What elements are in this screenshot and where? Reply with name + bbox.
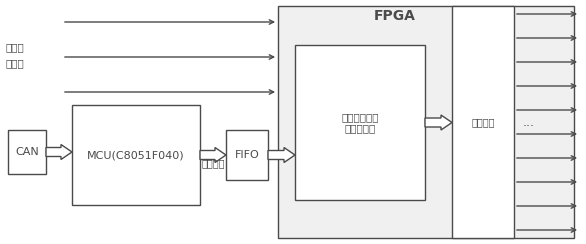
- Text: 序输入: 序输入: [6, 58, 25, 68]
- Text: 时序输出: 时序输出: [471, 117, 495, 127]
- Bar: [295, 45, 425, 200]
- Bar: [452, 6, 514, 238]
- Text: 系统命令: 系统命令: [201, 158, 225, 168]
- Text: 控制时: 控制时: [6, 42, 25, 52]
- Polygon shape: [268, 148, 295, 163]
- Polygon shape: [200, 148, 226, 163]
- Text: FIFO: FIFO: [234, 150, 260, 160]
- Text: MCU(C8051F040): MCU(C8051F040): [87, 150, 185, 160]
- Bar: [72, 105, 200, 205]
- Text: 读取状态，产
生控制时序: 读取状态，产 生控制时序: [341, 112, 379, 133]
- Polygon shape: [46, 144, 72, 160]
- Text: CAN: CAN: [15, 147, 39, 157]
- Bar: [8, 130, 46, 174]
- Text: FPGA: FPGA: [374, 9, 416, 23]
- Bar: [226, 130, 268, 180]
- Text: ...: ...: [523, 115, 535, 129]
- Bar: [278, 6, 574, 238]
- Polygon shape: [425, 115, 452, 130]
